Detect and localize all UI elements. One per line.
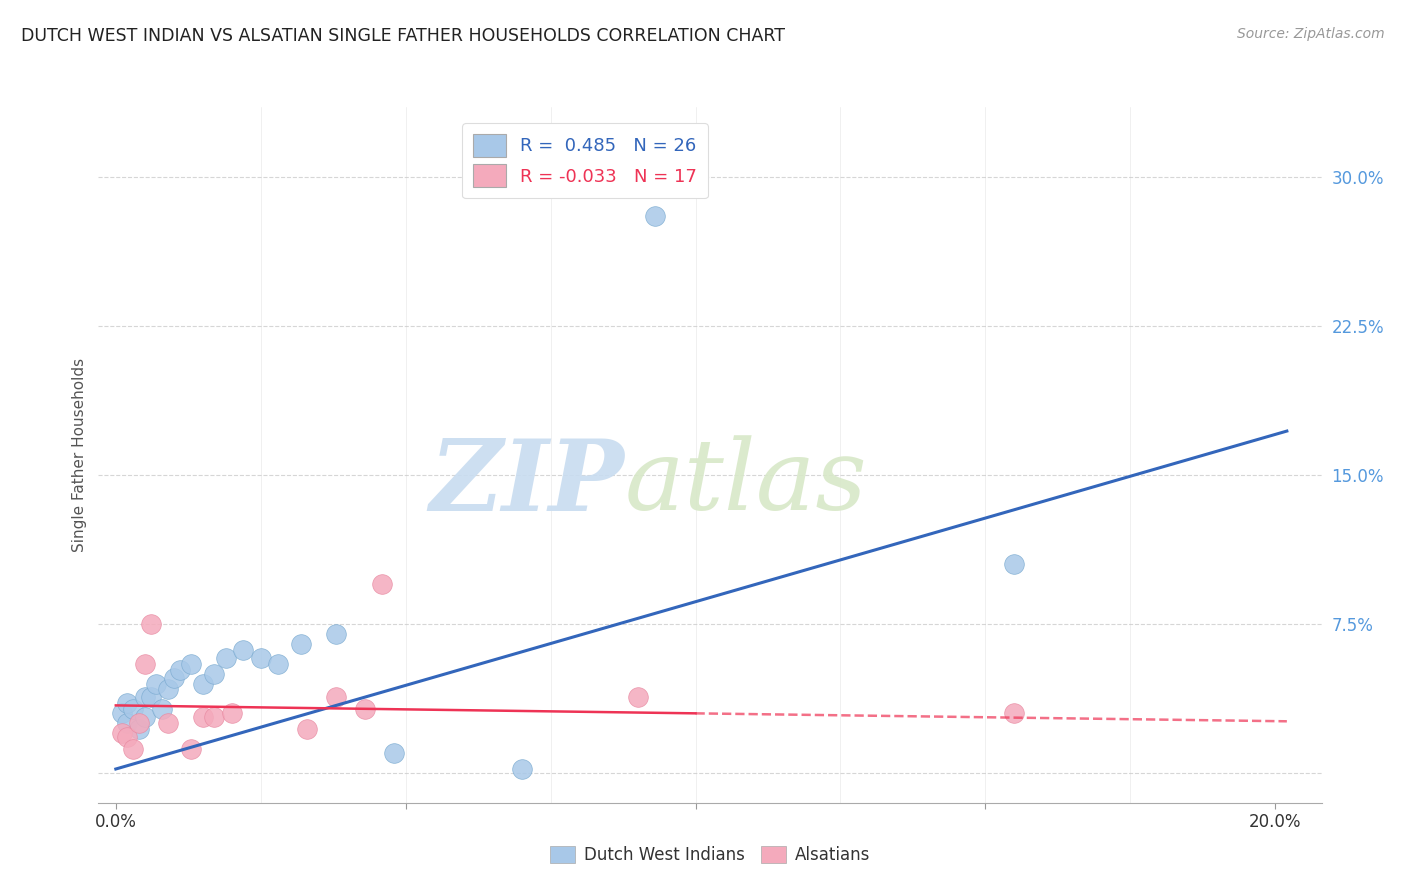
Point [163, 671, 186, 685]
Point [156, 716, 179, 731]
Point [110, 706, 132, 721]
Point [354, 702, 377, 716]
Point [202, 710, 225, 724]
Point [117, 697, 139, 711]
Text: Source: ZipAtlas.com: Source: ZipAtlas.com [1237, 27, 1385, 41]
Point [232, 642, 254, 657]
Point [295, 723, 318, 737]
Point [134, 657, 156, 671]
Point [1002, 706, 1025, 721]
Point [626, 690, 648, 705]
Point [145, 676, 167, 690]
Text: ZIP: ZIP [429, 434, 624, 531]
Point [202, 666, 225, 681]
Point [134, 710, 156, 724]
Y-axis label: Single Father Households: Single Father Households [72, 358, 87, 552]
Point [110, 726, 132, 740]
Point [150, 702, 173, 716]
Point [221, 706, 243, 721]
Point [128, 716, 150, 731]
Point [128, 723, 150, 737]
Point [180, 657, 202, 671]
Point [191, 676, 214, 690]
Point [325, 627, 347, 641]
Point [134, 690, 156, 705]
Point [382, 746, 405, 760]
Point [191, 710, 214, 724]
Point [139, 690, 162, 705]
Point [290, 637, 312, 651]
Point [180, 742, 202, 756]
Point [122, 742, 145, 756]
Point [1002, 558, 1025, 572]
Point [156, 682, 179, 697]
Text: atlas: atlas [624, 435, 868, 531]
Point [117, 730, 139, 744]
Point [371, 577, 394, 591]
Point [644, 210, 666, 224]
Point [122, 702, 145, 716]
Point [325, 690, 347, 705]
Point [117, 716, 139, 731]
Text: DUTCH WEST INDIAN VS ALSATIAN SINGLE FATHER HOUSEHOLDS CORRELATION CHART: DUTCH WEST INDIAN VS ALSATIAN SINGLE FAT… [21, 27, 785, 45]
Point [169, 663, 191, 677]
Point [267, 657, 290, 671]
Point [249, 650, 271, 665]
Point [139, 616, 162, 631]
Legend: Dutch West Indians, Alsatians: Dutch West Indians, Alsatians [544, 839, 876, 871]
Point [215, 650, 238, 665]
Point [510, 762, 533, 776]
